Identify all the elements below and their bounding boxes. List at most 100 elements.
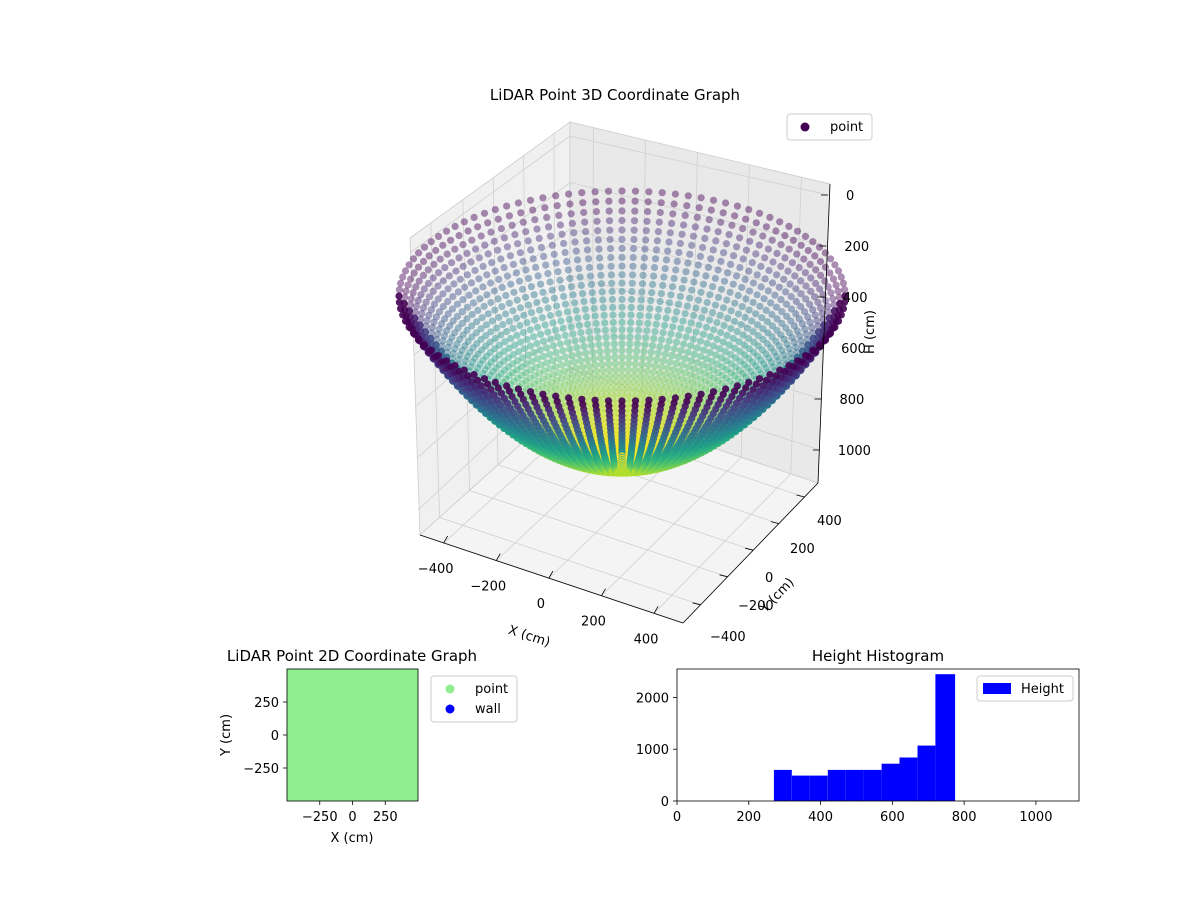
bowl-point <box>729 280 737 288</box>
bowl-point <box>637 304 645 312</box>
bowl-point <box>787 293 795 301</box>
bowl-point <box>656 369 664 377</box>
bowl-point <box>611 347 619 355</box>
bowl-point <box>596 384 605 393</box>
bowl-point <box>618 235 626 243</box>
bowl-point <box>784 267 792 275</box>
bowl-point <box>762 223 771 231</box>
bowl-point <box>602 384 610 392</box>
point-2d <box>289 723 299 733</box>
point-2d <box>315 717 325 727</box>
bowl-point <box>592 319 600 328</box>
bowl-point <box>653 237 662 245</box>
bowl-point <box>449 349 457 358</box>
bowl-point <box>764 329 772 337</box>
bowl-point <box>598 288 606 296</box>
bowl-point <box>618 303 626 311</box>
bowl-point <box>597 280 606 288</box>
bowl-point <box>585 362 593 370</box>
bowl-point <box>635 319 643 327</box>
bowl-point <box>707 255 715 263</box>
bowl-point <box>513 331 521 339</box>
bowl-point <box>534 377 543 385</box>
bowl-point <box>490 287 498 295</box>
bowl-point <box>637 395 645 403</box>
bowl-point <box>709 246 717 254</box>
bowl-point <box>654 228 663 236</box>
bowl-point <box>668 283 677 291</box>
point-2d <box>361 770 371 780</box>
bowl-point <box>543 344 551 352</box>
bowl-point <box>558 284 566 292</box>
bowl-point <box>476 360 484 368</box>
bowl-point <box>439 277 447 285</box>
bowl-point <box>641 245 649 253</box>
bowl-point <box>665 238 673 246</box>
bowl-point <box>427 238 435 246</box>
bowl-point <box>605 360 613 368</box>
bowl-point <box>629 384 637 392</box>
bowl-point <box>788 259 797 267</box>
point-2d <box>387 776 397 786</box>
bowl-point <box>566 365 574 374</box>
bowl-point <box>547 335 555 343</box>
bowl-point <box>419 257 428 266</box>
bowl-point <box>705 372 714 380</box>
bowl-point <box>502 291 510 300</box>
bowl-point <box>554 268 562 276</box>
bowl-point <box>819 315 828 323</box>
bowl-point <box>530 291 538 299</box>
bowl-point <box>588 374 596 382</box>
bowl-point <box>825 308 833 316</box>
point-2d <box>367 677 377 687</box>
point-2d <box>354 789 364 799</box>
bowl-point <box>559 347 567 355</box>
bowl-point <box>510 288 518 296</box>
bowl-point <box>576 273 584 281</box>
bowl-point <box>443 250 451 258</box>
bowl-point <box>679 317 687 325</box>
bowl-point <box>417 315 425 323</box>
point-2d <box>328 770 338 780</box>
bowl-point <box>458 308 466 316</box>
bowl-point <box>561 248 569 257</box>
bowl-point <box>719 338 728 346</box>
bowl-point <box>576 388 584 396</box>
bowl-point <box>781 232 789 240</box>
bowl-point <box>635 326 643 334</box>
bowl-point <box>608 279 616 287</box>
bowl-point <box>690 365 698 373</box>
bowl-point <box>500 366 509 374</box>
bowl-point <box>781 254 789 262</box>
bowl-point <box>542 261 550 269</box>
point-2d <box>348 783 357 793</box>
bowl-point <box>405 323 413 331</box>
bowl-point <box>768 322 777 330</box>
bowl-point <box>783 312 791 320</box>
bowl-point <box>713 360 722 368</box>
point-2d <box>374 789 384 799</box>
point-2d <box>295 783 305 793</box>
point-2d <box>289 737 299 747</box>
bowl-point <box>821 277 829 285</box>
bowl-point <box>787 305 796 313</box>
bowl-point <box>816 257 825 266</box>
point-2d <box>334 750 344 760</box>
bowl-point <box>618 346 626 355</box>
point-2d <box>406 697 416 707</box>
bowl-point <box>503 382 511 390</box>
bowl-point <box>534 272 542 280</box>
bowl-point <box>451 362 459 370</box>
point-2d <box>393 710 403 720</box>
point-2d <box>289 776 299 786</box>
bowl-point <box>603 347 611 355</box>
bowl-point <box>742 246 751 254</box>
bowl-point <box>484 380 492 388</box>
bowl-point <box>785 345 793 353</box>
bowl-point <box>834 287 842 295</box>
point-2d <box>393 770 403 780</box>
bowl-point <box>503 328 511 336</box>
point-2d <box>295 789 305 799</box>
point-2d <box>295 756 305 766</box>
point-2d <box>361 783 371 793</box>
